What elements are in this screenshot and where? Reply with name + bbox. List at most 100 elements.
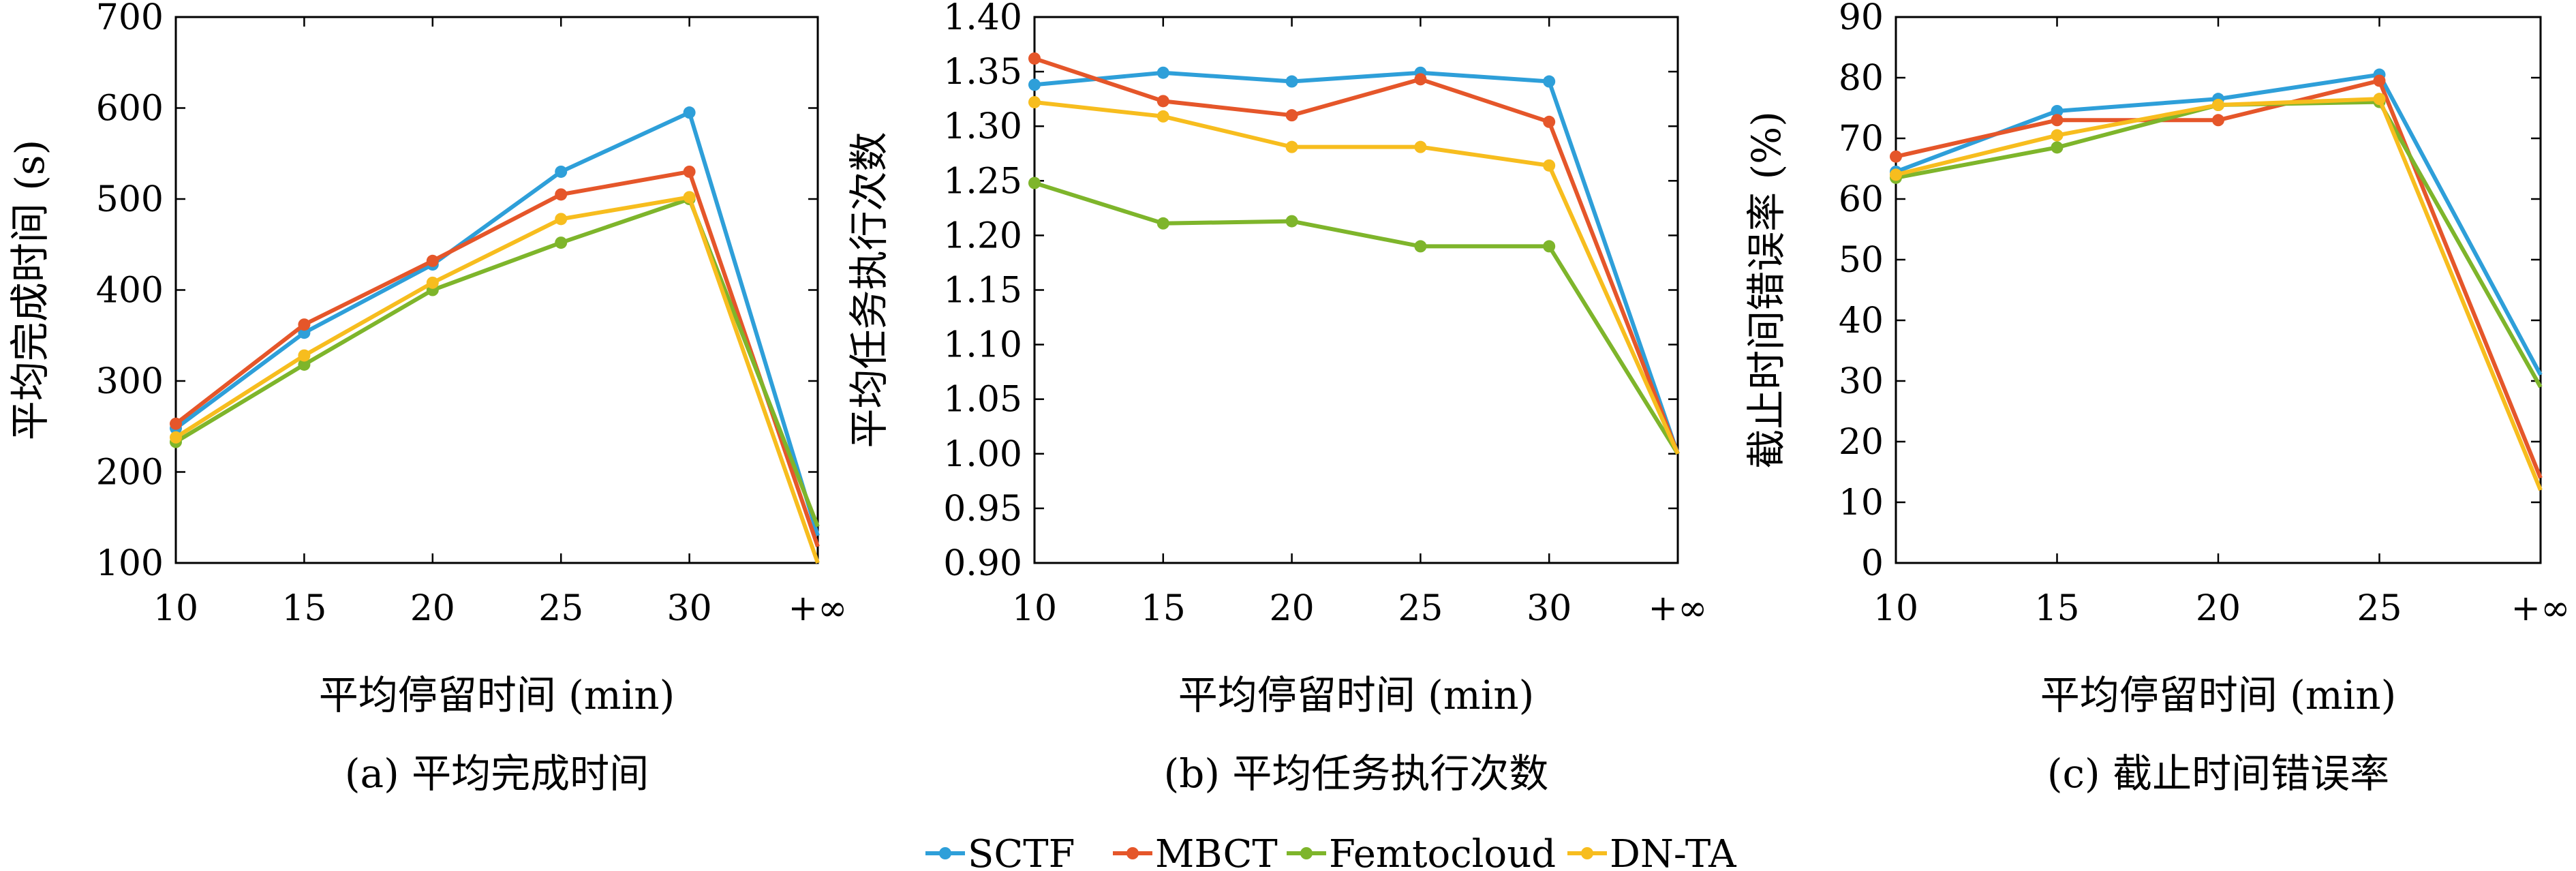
x-tick-label: +∞ bbox=[2511, 588, 2571, 629]
y-tick-label: 400 bbox=[96, 271, 164, 311]
data-point bbox=[1028, 177, 1041, 189]
x-tick-label: 15 bbox=[281, 588, 326, 629]
data-point bbox=[1414, 240, 1427, 253]
legend-label: MBCT bbox=[1155, 832, 1278, 871]
series-sctf bbox=[1890, 68, 2543, 376]
data-point bbox=[555, 188, 568, 201]
series-line bbox=[1034, 57, 1680, 455]
x-tick-label: 25 bbox=[1398, 588, 1443, 629]
data-point bbox=[2212, 114, 2224, 127]
data-point bbox=[1543, 240, 1556, 253]
data-point bbox=[1890, 168, 1902, 181]
x-tick-label: +∞ bbox=[1649, 588, 1708, 629]
legend-marker-icon bbox=[1300, 847, 1313, 859]
y-axis-label: 截止时间错误率 (%) bbox=[1743, 111, 1790, 469]
legend-marker-icon bbox=[939, 847, 951, 859]
data-point bbox=[298, 358, 311, 371]
y-tick-label: 1.35 bbox=[943, 52, 1022, 93]
series-sctf bbox=[1028, 66, 1680, 455]
series-sctf bbox=[170, 106, 820, 536]
data-point bbox=[2373, 93, 2386, 106]
data-point bbox=[1156, 66, 1169, 79]
series-femtocloud bbox=[1028, 177, 1680, 455]
y-tick-label: 10 bbox=[1839, 483, 1884, 523]
series-mbct bbox=[170, 165, 820, 547]
data-point bbox=[683, 191, 696, 204]
y-tick-label: 200 bbox=[96, 453, 164, 493]
legend-marker-icon bbox=[1581, 847, 1593, 859]
data-point bbox=[426, 254, 439, 267]
x-tick-label: 20 bbox=[2196, 588, 2241, 629]
y-tick-label: 40 bbox=[1839, 301, 1884, 341]
series-line bbox=[174, 110, 820, 536]
data-point bbox=[1285, 75, 1298, 88]
series-dn-ta bbox=[1890, 93, 2543, 491]
series-line bbox=[1034, 70, 1680, 455]
y-tick-label: 80 bbox=[1839, 58, 1884, 99]
data-point bbox=[426, 276, 439, 289]
y-axis-label: 平均完成时间 (s) bbox=[7, 140, 53, 440]
x-tick-label: 10 bbox=[153, 588, 198, 629]
x-tick-label: 10 bbox=[1012, 588, 1057, 629]
data-point bbox=[683, 106, 696, 119]
series-dn-ta bbox=[1028, 95, 1680, 455]
data-point bbox=[2051, 114, 2064, 127]
data-point bbox=[1156, 95, 1169, 108]
legend-label: Femtocloud bbox=[1329, 832, 1556, 871]
y-tick-label: 1.10 bbox=[943, 325, 1022, 366]
y-tick-label: 90 bbox=[1839, 0, 1884, 38]
x-tick-label: 20 bbox=[1270, 588, 1315, 629]
data-point bbox=[1028, 78, 1041, 91]
data-point bbox=[298, 318, 311, 331]
data-point bbox=[2373, 74, 2386, 87]
data-point bbox=[2212, 99, 2224, 112]
data-point bbox=[1285, 109, 1298, 122]
x-tick-label: 30 bbox=[1527, 588, 1571, 629]
data-point bbox=[170, 431, 182, 444]
legend-label: DN-TA bbox=[1610, 832, 1736, 871]
legend-marker-icon bbox=[1126, 847, 1139, 859]
chart-panel-2: 0.90 0.95 1.00 1.05 1.10 1.15 1.20 1.25 1.30 1.35… bbox=[846, 0, 1707, 797]
data-point bbox=[555, 213, 568, 226]
series-line bbox=[174, 197, 820, 528]
data-point bbox=[1543, 115, 1556, 128]
y-tick-label: 1.00 bbox=[943, 434, 1022, 475]
data-point bbox=[1028, 95, 1041, 108]
y-tick-label: 1.15 bbox=[943, 271, 1022, 311]
y-tick-label: 1.25 bbox=[943, 161, 1022, 202]
y-axis-label: 平均任务执行次数 bbox=[846, 132, 892, 448]
data-point bbox=[2051, 104, 2064, 117]
data-point bbox=[1543, 75, 1556, 88]
x-tick-label: 25 bbox=[538, 588, 583, 629]
series-line bbox=[174, 195, 820, 564]
series-line bbox=[1895, 78, 2543, 479]
y-tick-label: 700 bbox=[96, 0, 164, 38]
legend: SCTF MBCT Femtocloud DN-TA bbox=[925, 832, 1736, 871]
series-mbct bbox=[1028, 52, 1680, 455]
x-tick-label: 25 bbox=[2357, 588, 2402, 629]
y-tick-label: 1.05 bbox=[943, 380, 1022, 421]
series-line bbox=[1034, 181, 1680, 455]
series-dn-ta bbox=[170, 191, 820, 564]
x-tick-label: 30 bbox=[667, 588, 712, 629]
y-tick-label: 1.40 bbox=[943, 0, 1022, 38]
y-tick-label: 300 bbox=[96, 361, 164, 402]
panel-caption: (b) 平均任务执行次数 bbox=[1164, 750, 1549, 797]
y-tick-label: 600 bbox=[96, 89, 164, 129]
y-tick-label: 20 bbox=[1839, 422, 1884, 463]
y-tick-label: 0.95 bbox=[943, 489, 1022, 530]
y-tick-label: 0 bbox=[1861, 543, 1884, 584]
series-line bbox=[1034, 100, 1680, 455]
y-tick-label: 1.20 bbox=[943, 215, 1022, 256]
x-axis-label: 平均停留时间 (min) bbox=[2040, 672, 2397, 718]
y-tick-label: 60 bbox=[1839, 179, 1884, 220]
legend-item: DN-TA bbox=[1567, 832, 1736, 871]
x-tick-label: 15 bbox=[1141, 588, 1186, 629]
legend-item: SCTF bbox=[925, 832, 1075, 871]
x-tick-label: 10 bbox=[1873, 588, 1918, 629]
data-point bbox=[683, 165, 696, 178]
data-point bbox=[170, 417, 182, 430]
data-point bbox=[298, 349, 311, 362]
